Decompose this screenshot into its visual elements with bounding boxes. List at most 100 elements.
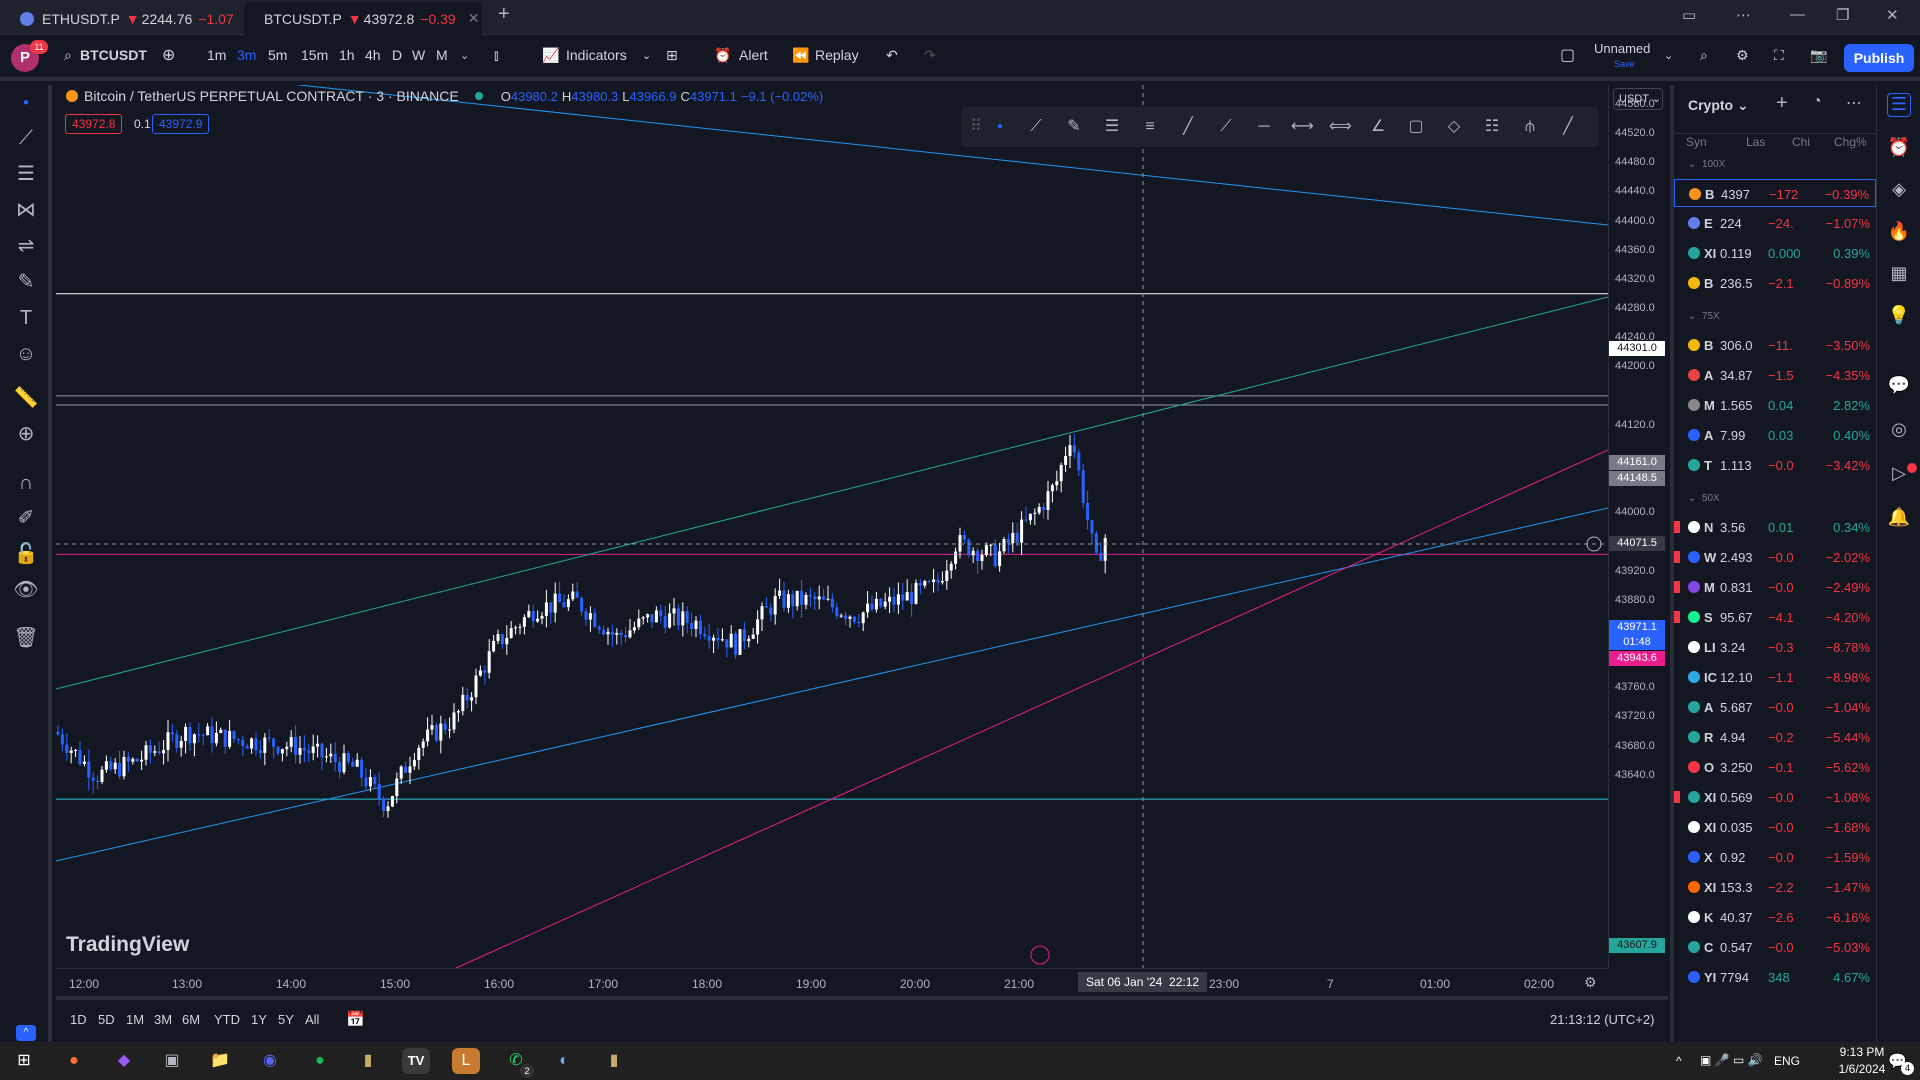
symbol-title[interactable]: Bitcoin / TetherUS PERPETUAL CONTRACT · … (84, 88, 459, 104)
clock-date[interactable]: 1/6/2024 (1838, 1062, 1886, 1076)
league-icon[interactable]: ▮ (609, 1052, 619, 1069)
pattern-icon[interactable]: ⋈ (16, 199, 36, 221)
text-icon[interactable]: T (19, 307, 33, 329)
watchlist-row[interactable]: B 236.5 −2.1 −0.89% (1674, 269, 1876, 297)
interval-d[interactable]: D (392, 47, 403, 63)
league-icon[interactable]: ▮ (363, 1052, 373, 1069)
file-explorer-icon[interactable]: 📁 (210, 1052, 230, 1069)
fullscreen-icon[interactable]: ⛶ (1774, 47, 1784, 63)
drag-handle-icon[interactable]: ⠿ (970, 118, 982, 135)
watchlist-row[interactable]: A 5.687 −0.0 −1.04% (1674, 693, 1876, 721)
watchlist-row[interactable]: B 4397 −172 −0.39% (1674, 179, 1876, 207)
watchlist-row[interactable]: LI 3.24 −0.3 −8.78% (1674, 633, 1876, 661)
watchlist-icon[interactable]: ☰ (1887, 93, 1911, 117)
watchlist-row[interactable]: X 0.92 −0.0 −1.59% (1674, 843, 1876, 871)
channel-icon[interactable]: ☰ (1104, 118, 1120, 135)
interval-1h[interactable]: 1h (339, 47, 355, 63)
watchlist-section-header[interactable]: ⌄ 50X (1688, 493, 1720, 504)
watchlist-row[interactable]: K 40.37 −2.6 −6.16% (1674, 903, 1876, 931)
interval-15m[interactable]: 15m (301, 47, 329, 63)
streams-icon[interactable]: ◎ (1891, 419, 1907, 439)
clock-time[interactable]: 9:13 PM (1839, 1045, 1885, 1059)
col-symbol[interactable]: Syn (1686, 135, 1707, 149)
watchlist-title[interactable]: Crypto ⌄ (1688, 97, 1749, 113)
tray-chevron-icon[interactable]: ^ (1676, 1054, 1682, 1068)
watchlist-row[interactable]: XI 0.119 0.000 0.39% (1674, 239, 1876, 267)
watchlist-row[interactable]: A 34.87 −1.5 −4.35% (1674, 361, 1876, 389)
interval-m[interactable]: M (436, 47, 448, 63)
discord-icon[interactable]: ◉ (263, 1052, 277, 1069)
brush-tool-icon[interactable]: ✎ (1067, 118, 1081, 135)
language-indicator[interactable]: ENG (1774, 1054, 1801, 1068)
watchlist-row[interactable]: A 7.99 0.03 0.40% (1674, 421, 1876, 449)
range-1m[interactable]: 1M (126, 1012, 145, 1027)
close-window-icon[interactable]: ✕ (1886, 7, 1899, 24)
tray-icons[interactable]: ▣ 🎤 ▭ 🔊 (1700, 1053, 1763, 1067)
gear-icon[interactable]: ⚙ (1584, 974, 1597, 990)
candles-icon[interactable]: ⫾ (494, 47, 499, 63)
gear-icon[interactable]: ⚙ (1736, 47, 1749, 63)
close-tab-icon[interactable]: ✕ (467, 10, 480, 26)
prediction-icon[interactable]: ⇌ (17, 235, 35, 257)
fib-retracement-icon[interactable]: ☷ (1484, 118, 1500, 135)
range-ytd[interactable]: YTD (214, 1012, 240, 1027)
cursor-icon[interactable]: ● (22, 97, 30, 108)
save-label[interactable]: Save (1614, 59, 1635, 69)
watchlist-row[interactable]: S 95.67 −4.1 −4.20% (1674, 603, 1876, 631)
bell-icon[interactable]: 🔔 (1887, 507, 1911, 527)
quick-search-icon[interactable]: ⌕ (1700, 47, 1708, 63)
trend-line-teal[interactable] (56, 296, 1608, 690)
chat-icon[interactable]: 💬 (1887, 375, 1911, 395)
color-dot-icon[interactable]: ● (996, 121, 1004, 132)
whatsapp-icon[interactable]: ✆ (509, 1052, 523, 1069)
advanced-view-icon[interactable]: ◔ (1812, 93, 1822, 110)
range-all[interactable]: All (305, 1012, 320, 1027)
publish-button[interactable]: Publish (1844, 44, 1914, 72)
pitchfork-icon[interactable]: ⫛ (1525, 118, 1535, 135)
trend-angle-icon[interactable]: ╱ (1563, 118, 1573, 135)
price-range-icon[interactable]: ⟺ (1329, 118, 1352, 135)
browser-tab-btc[interactable]: BTCUSDT.P ▼ 43972.8 −0.39 ✕ (244, 2, 482, 35)
app-icon[interactable]: ▣ (164, 1052, 180, 1069)
add-symbol-icon[interactable]: + (1776, 92, 1788, 114)
col-last[interactable]: Las (1746, 135, 1766, 149)
horizontal-line-icon[interactable]: ─ (1258, 118, 1270, 135)
trash-icon[interactable]: 🗑 (13, 627, 39, 649)
alarm-icon[interactable]: ⏰ (714, 47, 732, 63)
new-tab-button[interactable]: + (498, 3, 510, 25)
app-icon[interactable]: ◐ (559, 1052, 569, 1069)
pencil-lock-icon[interactable]: ✐ (17, 507, 35, 529)
windows-start-icon[interactable]: ⊞ (17, 1052, 31, 1069)
replay-button[interactable]: Replay (815, 47, 859, 63)
price-chart[interactable] (56, 85, 1608, 968)
watchlist-row[interactable]: W 2.493 −0.0 −2.02% (1674, 543, 1876, 571)
minimize-icon[interactable]: — (1790, 6, 1805, 23)
app-icon[interactable]: ◆ (117, 1052, 131, 1069)
col-change-pct[interactable]: Chg% (1834, 135, 1867, 149)
extended-line-icon[interactable]: ⟋ (1220, 118, 1232, 135)
range-1y[interactable]: 1Y (251, 1012, 267, 1027)
undo-icon[interactable]: ↶ (886, 47, 898, 63)
ruler-icon[interactable]: 📏 (13, 387, 39, 409)
parallel-channel-icon[interactable]: ≡ (1145, 118, 1155, 135)
polygon-icon[interactable]: ◇ (1447, 118, 1461, 135)
zoom-icon[interactable]: ⊕ (17, 423, 35, 445)
watchlist-row[interactable]: M 0.831 −0.0 −2.49% (1674, 573, 1876, 601)
notifications-icon[interactable]: ▷ (1892, 463, 1906, 483)
eye-icon[interactable]: 👁 (13, 579, 39, 601)
interval-1m[interactable]: 1m (207, 47, 227, 63)
magnet-icon[interactable]: ∩ (18, 472, 34, 494)
firefox-icon[interactable]: ● (69, 1052, 79, 1069)
emoji-icon[interactable]: ☺ (15, 343, 37, 365)
watchlist-row[interactable]: XI 0.569 −0.0 −1.08% (1674, 783, 1876, 811)
layout-name[interactable]: Unnamed (1594, 41, 1651, 56)
fib-icon[interactable]: ☰ (17, 163, 35, 185)
indicators-button[interactable]: Indicators (566, 47, 627, 63)
watchlist-row[interactable]: R 4.94 −0.2 −5.44% (1674, 723, 1876, 751)
range-5d[interactable]: 5D (98, 1012, 115, 1027)
trend-line-icon[interactable]: ⟋ (19, 127, 33, 149)
watchlist-section-header[interactable]: ⌄ 75X (1688, 311, 1720, 322)
indicators-icon[interactable]: 📈 (542, 47, 560, 63)
add-alert-icon[interactable] (1586, 536, 1602, 552)
col-change[interactable]: Chi (1792, 135, 1811, 149)
